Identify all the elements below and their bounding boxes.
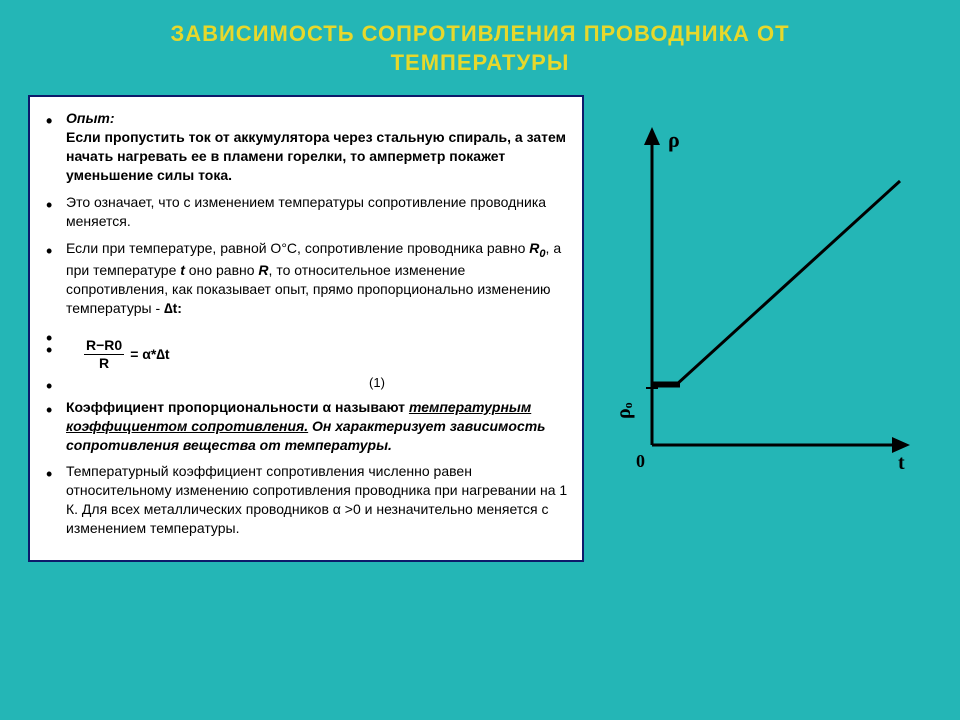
bullet-spacer-1 [66, 326, 568, 330]
y-axis-label: ρ [668, 127, 680, 152]
bullet-opyt: Опыт: Если пропустить ток от аккумулятор… [66, 109, 568, 185]
bullet-4: Коэффициент пропорциональности α называю… [66, 398, 568, 455]
x-axis-label: t [898, 452, 905, 474]
bullet-2-text: Это означает, что с изменением температу… [66, 194, 546, 229]
b3-p3: оно равно [185, 262, 259, 278]
eq-number: (1) [186, 374, 568, 392]
bullet-2: Это означает, что с изменением температу… [66, 193, 568, 231]
origin-label: 0 [636, 451, 645, 471]
formula-rhs: = α*∆t [130, 345, 169, 364]
graph-panel: ρ t 0 ρₒ [602, 95, 932, 485]
slide: ЗАВИСИМОСТЬ СОПРОТИВЛЕНИЯ ПРОВОДНИКА ОТ … [0, 0, 960, 720]
text-panel: Опыт: Если пропустить ток от аккумулятор… [28, 95, 584, 562]
formula: R−R0 R = α*∆t [84, 338, 170, 370]
rho-vs-t-chart: ρ t 0 ρₒ [602, 115, 922, 485]
bullet-3: Если при температуре, равной О°С, сопрот… [66, 239, 568, 318]
intercept-label: ρₒ [613, 402, 635, 419]
title-line-1: ЗАВИСИМОСТЬ СОПРОТИВЛЕНИЯ ПРОВОДНИКА ОТ [170, 21, 789, 46]
bullet-formula: R−R0 R = α*∆t [66, 338, 568, 370]
b3-dt: ∆t: [164, 300, 182, 316]
b3-R: R [258, 262, 268, 278]
slide-title: ЗАВИСИМОСТЬ СОПРОТИВЛЕНИЯ ПРОВОДНИКА ОТ … [28, 20, 932, 77]
bullet-5-text: Температурный коэффициент сопротивления … [66, 463, 567, 536]
bullet-1-text: Если пропустить ток от аккумулятора чере… [66, 129, 566, 183]
title-line-2: ТЕМПЕРАТУРЫ [391, 50, 570, 75]
formula-num: R−R0 [84, 338, 124, 355]
content-area: Опыт: Если пропустить ток от аккумулятор… [28, 95, 932, 562]
bullet-5: Температурный коэффициент сопротивления … [66, 462, 568, 538]
b3-R0: R [529, 240, 539, 256]
formula-den: R [99, 355, 109, 371]
b4-p1: Коэффициент пропорциональности α называю… [66, 399, 409, 415]
bullet-eqnum-row: (1) [66, 374, 568, 392]
opyt-label: Опыт: [66, 110, 115, 126]
b3-p1: Если при температуре, равной О°С, сопрот… [66, 240, 529, 256]
